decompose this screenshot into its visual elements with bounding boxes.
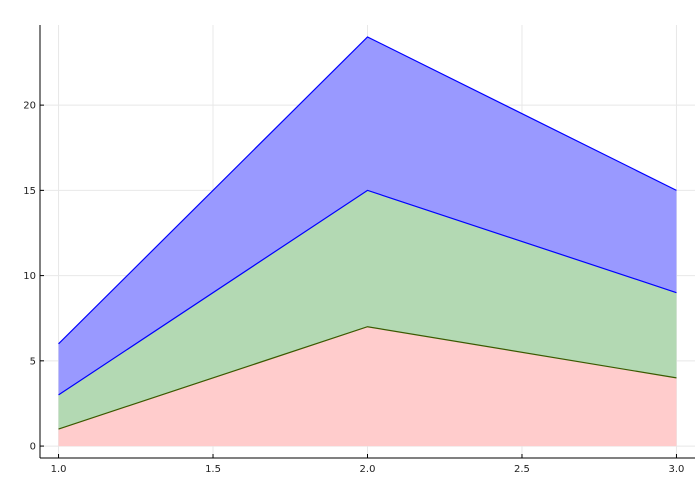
y-tick-label: 20 xyxy=(23,101,36,112)
x-ticks: 1.0 1.5 2.0 2.5 3.0 xyxy=(51,454,685,475)
x-tick-label: 1.0 xyxy=(51,464,67,475)
y-tick-label: 15 xyxy=(23,186,36,197)
x-tick-label: 1.5 xyxy=(205,464,221,475)
y-ticks: 0 5 10 15 20 xyxy=(23,101,44,453)
line-series-2 xyxy=(58,189,677,396)
areas xyxy=(58,36,677,447)
y-tick-label: 0 xyxy=(30,442,36,453)
area-series-1 xyxy=(58,326,677,447)
series-lines xyxy=(58,36,677,430)
area-series-3 xyxy=(58,36,677,395)
line-series-3 xyxy=(58,36,677,345)
x-tick-label: 2.5 xyxy=(514,464,530,475)
y-tick-label: 5 xyxy=(30,356,36,367)
x-tick-label: 3.0 xyxy=(669,464,685,475)
x-tick-label: 2.0 xyxy=(360,464,376,475)
y-tick-label: 10 xyxy=(23,271,36,282)
line-series-1 xyxy=(58,326,677,430)
area-series-2 xyxy=(58,190,677,430)
